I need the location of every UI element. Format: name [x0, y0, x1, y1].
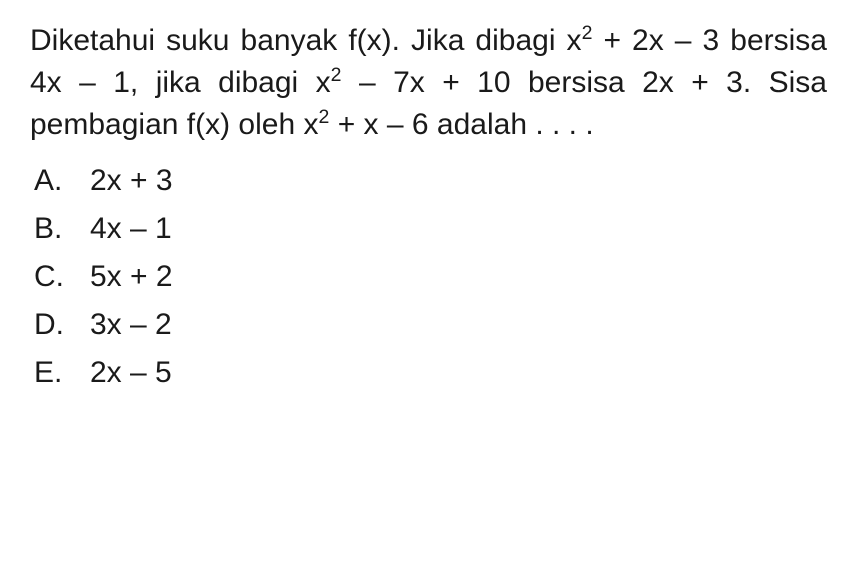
question-part-4-pre: x — [304, 108, 319, 141]
option-a-value: 2x + 3 — [90, 164, 827, 198]
option-b: B. 4x – 1 — [34, 212, 827, 246]
option-d-letter: D. — [34, 308, 90, 342]
option-b-value: 4x – 1 — [90, 212, 827, 246]
option-c-value: 5x + 2 — [90, 260, 827, 294]
option-d-value: 3x – 2 — [90, 308, 827, 342]
option-e: E. 2x – 5 — [34, 356, 827, 390]
question-part-4-post: + x – 6 adalah . . . . — [329, 108, 593, 141]
exponent-1: 2 — [582, 22, 593, 44]
options-list: A. 2x + 3 B. 4x – 1 C. 5x + 2 D. 3x – 2 … — [30, 164, 827, 390]
question-part-1: Diketahui suku banyak f(x). Jika dibagi … — [30, 24, 582, 57]
option-a-letter: A. — [34, 164, 90, 198]
exponent-2: 2 — [331, 64, 342, 86]
option-c-letter: C. — [34, 260, 90, 294]
option-a: A. 2x + 3 — [34, 164, 827, 198]
question-text: Diketahui suku banyak f(x). Jika dibagi … — [30, 20, 827, 146]
question-part-1-post: + — [592, 24, 632, 57]
option-d: D. 3x – 2 — [34, 308, 827, 342]
option-c: C. 5x + 2 — [34, 260, 827, 294]
exponent-3: 2 — [319, 106, 330, 128]
option-e-letter: E. — [34, 356, 90, 390]
option-b-letter: B. — [34, 212, 90, 246]
option-e-value: 2x – 5 — [90, 356, 827, 390]
question-part-2-post: – 7x + 10 — [342, 66, 528, 99]
